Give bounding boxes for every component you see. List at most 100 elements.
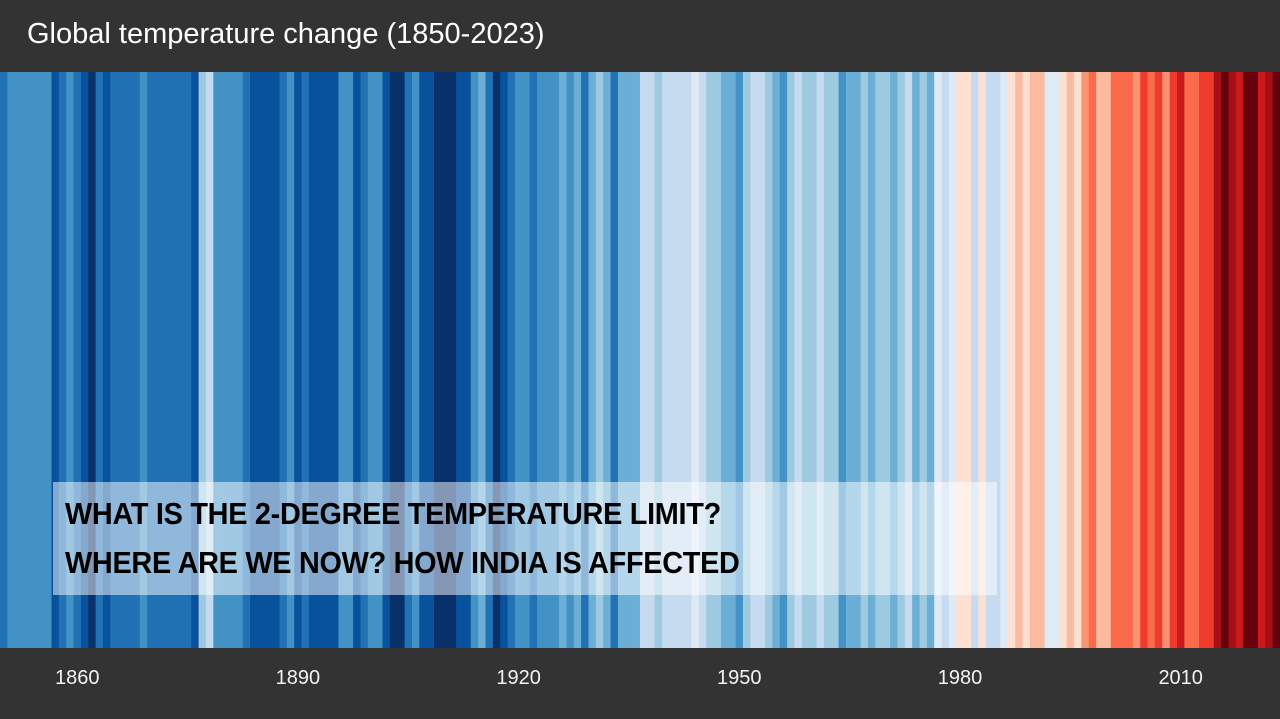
stripe-1893 [316,72,325,648]
stripe-2011 [1184,72,1193,648]
stripe-1939 [654,72,663,648]
stripe-1900 [367,72,376,648]
stripe-2018 [1235,72,1244,648]
x-tick-label: 1950 [717,667,762,689]
stripe-1880 [220,72,229,648]
stripe-1986 [1000,72,1009,648]
stripe-1937 [640,72,648,648]
stripe-1931 [595,72,604,648]
stripe-1869 [139,72,148,648]
stripe-1966 [853,72,862,648]
stripe-1924 [544,72,553,648]
stripe-1982 [971,72,979,648]
headline-line-1: WHAT IS THE 2-DEGREE TEMPERATURE LIMIT? [65,496,721,531]
stripe-1867 [125,72,134,648]
stripe-1969 [875,72,884,648]
stripe-1873 [169,72,178,648]
stripe-1883 [242,72,251,648]
stripe-1891 [301,72,310,648]
warming-stripes [0,72,1280,648]
stripe-1894 [323,72,332,648]
stripe-1993 [1051,72,1060,648]
stripe-1981 [963,72,972,648]
stripe-1903 [389,72,398,648]
stripe-1922 [529,72,538,648]
stripe-1984 [985,72,994,648]
stripe-1858 [58,72,67,648]
stripe-1919 [507,72,516,648]
stripe-1950 [735,72,744,648]
stripe-1961 [816,72,825,648]
stripe-1995 [1066,72,1075,648]
stripe-1908 [426,72,435,648]
stripe-2009 [1169,72,1178,648]
stripe-1863 [95,72,104,648]
stripe-1932 [603,72,612,648]
stripe-1964 [838,72,847,648]
stripe-2022 [1265,72,1274,648]
stripe-1892 [308,72,317,648]
stripe-1927 [566,72,575,648]
stripe-1896 [338,72,347,648]
stripe-1942 [676,72,685,648]
stripe-1978 [941,72,950,648]
stripe-1960 [809,72,818,648]
stripe-1929 [581,72,590,648]
stripe-1856 [44,72,53,648]
stripe-1979 [948,72,957,648]
stripe-1890 [294,72,303,648]
stripe-1915 [478,72,487,648]
stripe-1879 [213,72,222,648]
stripe-1983 [978,72,987,648]
stripe-1935 [625,72,634,648]
stripe-1899 [360,72,369,648]
stripe-1854 [29,72,38,648]
chart-title: Global temperature change (1850-2023) [27,18,545,50]
stripe-1868 [132,72,141,648]
stripe-1917 [492,72,501,648]
stripe-1855 [36,72,45,648]
stripe-2013 [1199,72,1208,648]
stripe-2016 [1221,72,1230,648]
stripe-2012 [1191,72,1200,648]
stripe-1888 [279,72,288,648]
stripe-1885 [257,72,266,648]
headline-box: WHAT IS THE 2-DEGREE TEMPERATURE LIMIT? … [53,482,997,595]
stripe-1881 [228,72,237,648]
stripe-1938 [647,72,656,648]
stripe-1963 [831,72,840,648]
stripe-1928 [573,72,582,648]
stripe-1905 [404,72,413,648]
stripe-1991 [1037,72,1046,648]
stripe-1990 [1029,72,1038,648]
stripe-1946 [706,72,715,648]
stripe-1898 [353,72,362,648]
stripe-2015 [1213,72,1222,648]
stripe-1971 [890,72,899,648]
stripe-1992 [1044,72,1053,648]
stripe-1988 [1015,72,1024,648]
stripe-1972 [897,72,906,648]
stripe-1875 [183,72,192,648]
stripe-1951 [742,72,751,648]
stripe-1907 [419,72,428,648]
stripe-1970 [882,72,891,648]
stripe-1949 [728,72,737,648]
stripe-1904 [397,72,406,648]
stripe-1902 [382,72,391,648]
stripe-1853 [22,72,31,648]
stripe-1955 [772,72,781,648]
stripe-1944 [691,72,700,648]
stripe-2000 [1103,72,1112,648]
stripe-1943 [684,72,693,648]
stripe-1910 [441,72,450,648]
x-tick-label: 1920 [496,667,541,689]
stripe-1878 [205,72,214,648]
stripe-1953 [757,72,766,648]
stripe-2021 [1257,72,1266,648]
stripe-1999 [1096,72,1105,648]
stripe-2004 [1132,72,1141,648]
stripe-1876 [191,72,200,648]
x-tick-label: 1860 [54,667,100,689]
stripe-1897 [345,72,354,648]
